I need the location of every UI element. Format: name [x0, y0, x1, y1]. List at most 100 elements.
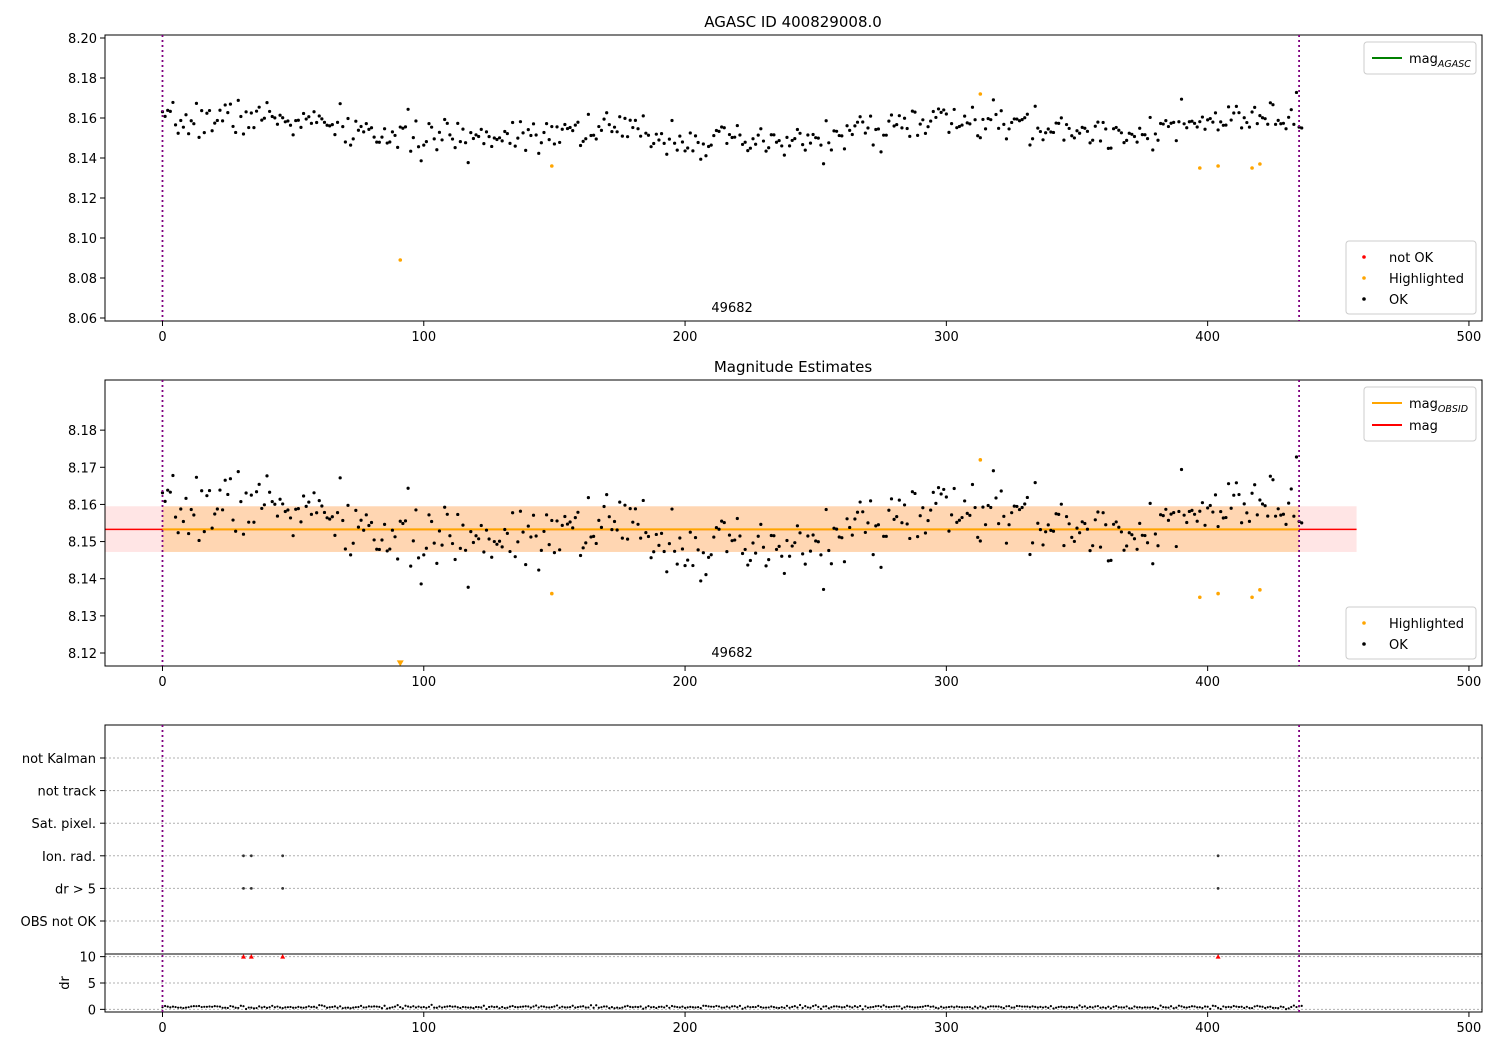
dr-point	[691, 1006, 695, 1009]
ok-point	[239, 114, 243, 119]
ok-point	[560, 523, 564, 527]
ok-point	[1114, 125, 1118, 130]
dr-point	[302, 1006, 305, 1009]
ok-point	[618, 115, 622, 119]
ok-point	[220, 508, 225, 512]
ok-point	[367, 127, 371, 131]
ok-point	[335, 511, 340, 515]
dr-point	[1146, 1006, 1149, 1009]
ok-point	[346, 116, 350, 121]
ok-point	[1062, 543, 1066, 548]
ok-point	[688, 131, 692, 135]
ok-point	[544, 121, 549, 126]
dr-point	[1250, 1007, 1254, 1010]
ok-point	[1179, 97, 1184, 101]
dr-tick-label: 10	[79, 951, 96, 966]
ok-point	[1096, 120, 1100, 124]
ok-point	[463, 548, 468, 552]
ok-point	[1030, 541, 1035, 545]
ok-point	[1224, 123, 1228, 127]
ok-point	[207, 488, 212, 493]
flag-row-label: not Kalman	[22, 752, 96, 767]
dr-point	[1240, 1005, 1243, 1008]
ok-point	[764, 149, 768, 153]
dr-point	[508, 1005, 512, 1008]
dr-point	[1261, 1005, 1264, 1008]
dr-point	[362, 1006, 365, 1009]
ok-point	[861, 120, 865, 124]
dr-clipped-marker	[248, 954, 254, 959]
ok-point	[806, 534, 810, 538]
dr-point	[1222, 1005, 1225, 1008]
x-tick-label: 0	[158, 675, 166, 690]
ok-point	[270, 114, 274, 119]
dr-point	[966, 1005, 969, 1009]
ok-point	[477, 134, 481, 139]
dr-point	[853, 1005, 857, 1008]
dr-point	[171, 1005, 175, 1008]
dr-point	[903, 1006, 906, 1009]
ok-point	[908, 134, 912, 138]
dr-point	[592, 1006, 595, 1009]
ok-point	[1064, 122, 1069, 127]
ok-point	[492, 136, 496, 140]
ok-point	[231, 124, 235, 129]
x-tick-label: 300	[934, 675, 959, 690]
ok-point	[479, 523, 483, 528]
ok-point	[537, 151, 541, 155]
point-legend: Highlighted OK	[1345, 606, 1477, 660]
dr-point	[448, 1005, 452, 1008]
ok-point	[521, 131, 525, 135]
ok-point	[882, 534, 886, 538]
ok-point	[1091, 544, 1095, 548]
y-tick-label: 8.14	[68, 573, 97, 588]
dr-point	[631, 1006, 634, 1009]
ok-point	[1226, 482, 1231, 486]
dr-point	[469, 1006, 472, 1009]
ok-point	[625, 135, 630, 139]
ok-point	[900, 126, 904, 130]
ok-point	[1258, 114, 1262, 118]
ok-point	[262, 503, 266, 507]
ok-point	[252, 125, 256, 130]
ok-point	[712, 535, 716, 539]
ok-point	[746, 563, 750, 567]
ok-point	[1289, 487, 1293, 491]
ok-point	[312, 110, 316, 114]
ok-point	[1206, 118, 1210, 122]
dr-point	[234, 1006, 237, 1009]
dr-point	[438, 1005, 441, 1008]
ok-point	[754, 142, 758, 146]
ok-point	[970, 105, 975, 109]
ok-point	[787, 144, 792, 148]
ok-point	[947, 130, 951, 134]
dr-point	[454, 1005, 457, 1008]
ok-point	[307, 500, 311, 504]
dr-point	[788, 1006, 791, 1009]
ok-point	[1125, 138, 1129, 142]
ok-point	[848, 525, 852, 530]
flag-point	[249, 887, 253, 890]
ok-point	[701, 142, 705, 146]
y-tick-label: 8.17	[68, 461, 97, 476]
ok-point	[487, 537, 491, 541]
dr-point	[968, 1006, 971, 1009]
ok-point	[900, 521, 904, 525]
ok-point	[693, 134, 698, 138]
ok-point	[989, 505, 993, 510]
ok-point	[555, 125, 559, 129]
ok-point	[359, 518, 363, 522]
ok-point	[615, 528, 619, 532]
ok-point	[1164, 507, 1168, 511]
ok-point	[816, 540, 820, 544]
dr-point	[211, 1005, 214, 1008]
ok-point	[649, 145, 653, 149]
dr-point	[728, 1006, 731, 1009]
ok-point	[936, 485, 941, 490]
ok-point	[827, 548, 831, 553]
ok-point	[1122, 548, 1126, 552]
dr-point	[689, 1005, 692, 1008]
ok-point	[1232, 111, 1236, 115]
ok-point	[816, 136, 820, 140]
lower-limit-marker	[396, 660, 404, 667]
